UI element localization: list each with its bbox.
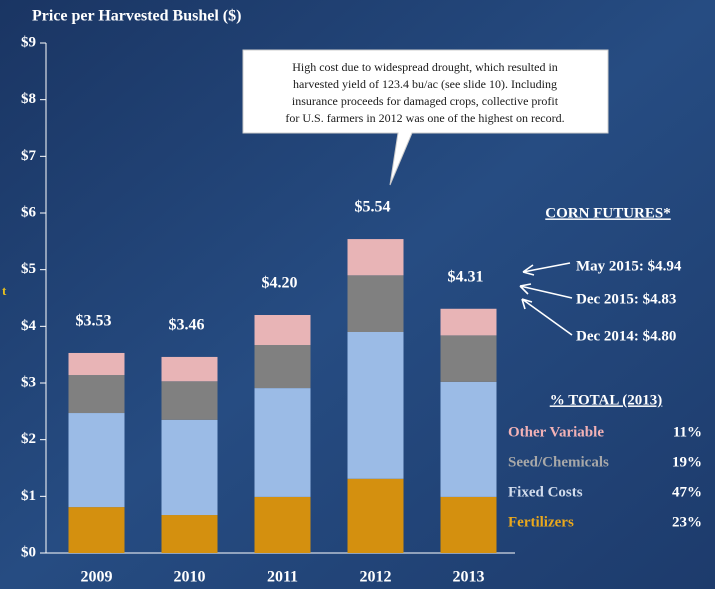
bar-segment — [254, 496, 311, 553]
futures-item: May 2015: $4.94 — [576, 258, 682, 274]
y-tick-label: $4 — [21, 318, 37, 334]
y-tick-label: $8 — [21, 91, 36, 107]
bar-segment — [254, 315, 311, 346]
percent-title: % TOTAL (2013) — [550, 392, 663, 408]
bar-segment — [161, 356, 218, 382]
legend-share: 47% — [672, 484, 702, 500]
legend-label: Seed/Chemicals — [508, 454, 609, 470]
y-tick-label: $0 — [21, 544, 36, 560]
y-tick-label: $3 — [21, 374, 36, 390]
y-tick-label: $2 — [21, 431, 36, 447]
bar-segment — [161, 515, 218, 553]
value-label: $3.53 — [76, 313, 112, 330]
value-label: $4.31 — [448, 268, 484, 285]
bar-segment — [68, 413, 125, 508]
x-tick-label: 2010 — [174, 569, 206, 586]
annotation-line: for U.S. farmers in 2012 was one of the … — [285, 111, 564, 125]
callout-box — [242, 49, 609, 186]
annotation-line: High cost due to widespread drought, whi… — [292, 60, 558, 74]
bar-segment — [347, 332, 404, 479]
edge-text: t — [2, 283, 7, 298]
legend-share: 23% — [672, 514, 702, 530]
annotation-line: insurance proceeds for damaged crops, co… — [292, 94, 559, 108]
legend-share: 11% — [673, 424, 702, 440]
bar-segment — [347, 275, 404, 332]
y-tick-label: $5 — [21, 261, 36, 277]
bar-segment — [68, 375, 125, 414]
futures-arrows — [519, 262, 573, 336]
y-tick-label: $1 — [21, 488, 36, 504]
bar-segment — [68, 507, 125, 553]
annotation-line: harvested yield of 123.4 bu/ac (see slid… — [293, 77, 557, 91]
x-tick-label: 2013 — [453, 569, 485, 586]
bar-segment — [440, 335, 497, 382]
futures-title: CORN FUTURES* — [545, 205, 670, 221]
value-label: $3.46 — [169, 317, 205, 334]
x-tick-label: 2011 — [267, 569, 298, 586]
bar-segment — [440, 496, 497, 553]
bar-segment — [254, 345, 311, 389]
bar-segment — [347, 478, 404, 553]
value-label: $4.20 — [262, 275, 298, 292]
legend-label: Fertilizers — [508, 514, 574, 530]
bar-segment — [254, 388, 311, 497]
bar-segment — [161, 381, 218, 420]
y-tick-label: $9 — [21, 34, 36, 50]
x-tick-label: 2012 — [360, 569, 392, 586]
y-tick-label: $7 — [21, 148, 37, 164]
bar-segment — [68, 352, 125, 376]
futures-item: Dec 2014: $4.80 — [576, 328, 676, 344]
bar-segment — [440, 308, 497, 336]
legend-label: Fixed Costs — [508, 484, 583, 500]
value-label: $5.54 — [355, 199, 391, 216]
y-tick-label: $6 — [21, 204, 37, 220]
chart-title: Price per Harvested Bushel ($) — [32, 8, 241, 25]
bar-segment — [161, 419, 218, 516]
legend-share: 19% — [672, 454, 702, 470]
x-tick-label: 2009 — [81, 569, 113, 586]
bar-segment — [347, 239, 404, 276]
legend-label: Other Variable — [508, 424, 604, 440]
bar-segment — [440, 381, 497, 497]
futures-item: Dec 2015: $4.83 — [576, 291, 676, 307]
